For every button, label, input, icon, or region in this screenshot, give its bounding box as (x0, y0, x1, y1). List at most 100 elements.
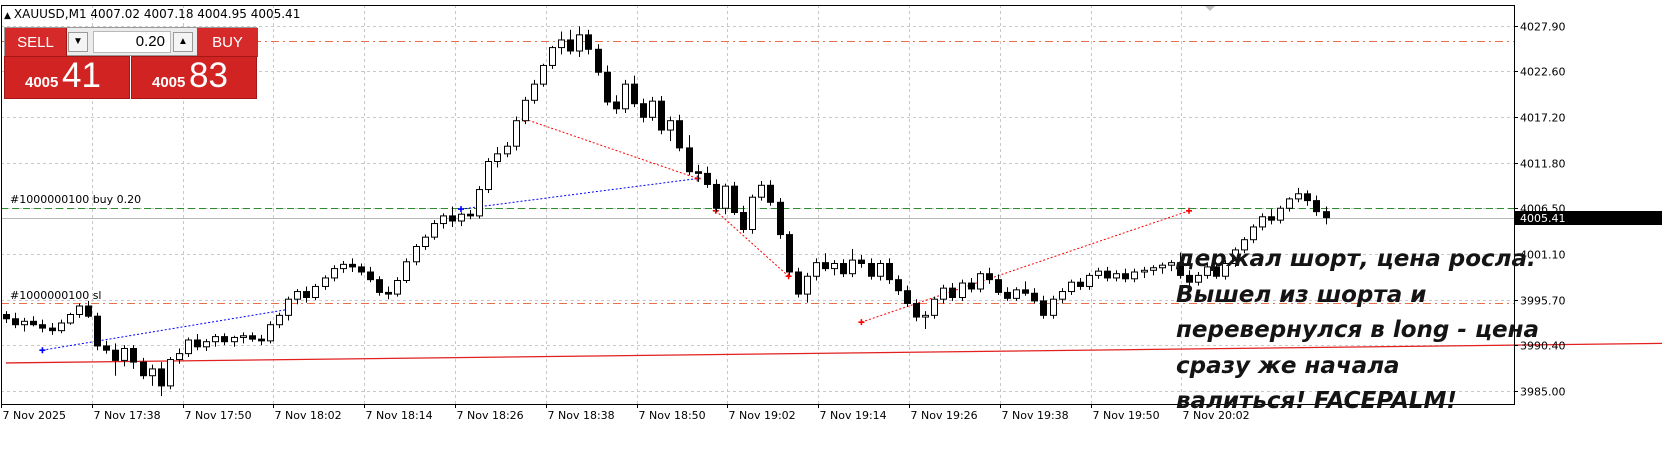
candle-bearish (385, 291, 392, 295)
buy-price-pips: 83 (189, 56, 228, 95)
volume-decrease-icon[interactable]: ▼ (68, 32, 88, 52)
candle-bearish (30, 320, 37, 326)
candle-bearish (822, 262, 829, 270)
current-price-label: 4005.41 (1520, 212, 1566, 225)
candle-bearish (1268, 216, 1275, 221)
candle-bullish (167, 359, 174, 387)
candle-bearish (604, 71, 611, 103)
candle-bearish (658, 100, 665, 131)
candle-bearish (367, 271, 374, 281)
candle-bullish (1131, 271, 1138, 280)
candle-bullish (322, 277, 329, 287)
candle-bullish (431, 223, 438, 238)
candle-bullish (977, 273, 984, 290)
candle-bearish (895, 279, 902, 292)
y-tick-label: 3995.70 (1520, 295, 1566, 308)
sell-price-prefix: 4005 (25, 74, 59, 91)
candle-bearish (886, 263, 893, 281)
x-tick-label: 7 Nov 18:02 (275, 409, 342, 422)
candle-bullish (212, 336, 219, 343)
candle-bullish (667, 120, 674, 131)
x-tick-label: 7 Nov 17:50 (185, 409, 252, 422)
annotation-line: держал шорт, цена росла. (1176, 246, 1536, 272)
candle-bearish (249, 335, 256, 340)
candle-bullish (203, 341, 210, 348)
candle-bullish (504, 145, 511, 155)
x-tick-label: 7 Nov 17:38 (94, 409, 161, 422)
candle-bearish (949, 287, 956, 298)
candle-bullish (831, 263, 838, 270)
candle-bullish (1204, 266, 1211, 276)
volume-increase-icon[interactable]: ▲ (173, 32, 193, 52)
candle-bearish (1022, 289, 1029, 294)
x-tick-label: 7 Nov 20:02 (1183, 409, 1250, 422)
sell-price-button[interactable]: 4005 41 (4, 56, 130, 99)
trade-marker-sell (785, 273, 792, 280)
candle-bullish (804, 275, 811, 295)
x-tick-label: 7 Nov 2025 (3, 409, 66, 422)
candle-bullish (622, 83, 629, 110)
candle-bullish (1295, 193, 1302, 200)
candle-bullish (294, 291, 301, 300)
candle-bullish (1259, 216, 1266, 228)
candle-bullish (476, 189, 483, 217)
candle-bearish (1104, 270, 1111, 279)
chart-menu-icon[interactable]: ▲ (4, 11, 11, 21)
trade-marker-sell (694, 175, 701, 182)
y-tick-label: 4022.60 (1520, 66, 1566, 79)
buy-button[interactable]: BUY (197, 28, 258, 57)
y-tick-label: 4001.10 (1520, 249, 1566, 262)
chart-shift-marker (1205, 6, 1215, 11)
candle-bullish (931, 298, 938, 316)
order-label-sl: #1000000100 sl (10, 289, 102, 302)
trade-panel-top-row: SELL ▼ 0.20 ▲ BUY (4, 27, 258, 57)
candle-bearish (1177, 262, 1184, 276)
candle-bullish (1059, 291, 1066, 300)
sell-price-pips: 41 (62, 56, 101, 95)
chart-frame (1, 5, 1515, 405)
candle-bullish (1241, 239, 1248, 251)
candle-bullish (440, 215, 447, 225)
candle-bullish (121, 348, 128, 361)
buy-price-prefix: 4005 (152, 74, 186, 91)
candle-bullish (531, 83, 538, 101)
candle-bullish (485, 161, 492, 191)
candle-bearish (613, 101, 620, 110)
candle-bearish (640, 103, 647, 118)
candle-bullish (522, 99, 529, 122)
x-tick-label: 7 Nov 19:38 (1002, 409, 1069, 422)
candle-bearish (858, 259, 865, 265)
candle-bullish (1050, 298, 1057, 316)
candle-bearish (713, 183, 720, 209)
trade-marker-sell (712, 207, 719, 214)
x-tick-label: 7 Nov 18:38 (548, 409, 615, 422)
annotation-text: держал шорт, цена росла. Вышел из шорта … (1176, 242, 1539, 420)
current-price-box (1515, 211, 1662, 225)
candle-bearish (1213, 266, 1220, 277)
candle-bullish (649, 100, 656, 118)
candle-bullish (576, 34, 583, 52)
candle-bearish (140, 361, 147, 377)
candle-bullish (1232, 249, 1239, 264)
sell-button[interactable]: SELL (5, 28, 67, 57)
candle-bullish (176, 353, 183, 361)
volume-input[interactable]: 0.20 (93, 31, 171, 53)
buy-price-button[interactable]: 4005 83 (131, 56, 257, 99)
x-tick-label: 7 Nov 19:02 (729, 409, 796, 422)
candle-bearish (158, 368, 165, 387)
candle-bullish (877, 263, 884, 277)
time-axis: 7 Nov 2025 7 Nov 17:38 7 Nov 17:50 7 Nov 18… (1, 404, 1250, 422)
y-tick-label: 4027.90 (1520, 21, 1566, 34)
candle-bearish (740, 212, 747, 230)
candle-bullish (67, 314, 74, 324)
candle-bearish (1323, 211, 1330, 219)
annotation-line: Вышел из шорта и (1176, 281, 1427, 308)
candle-bearish (1186, 274, 1193, 283)
candle-bullish (312, 285, 319, 299)
candle-bearish (1122, 273, 1129, 280)
candle-bullish (394, 280, 401, 295)
symbol-title-text: XAUUSD,M1 4007.02 4007.18 4004.95 4005.4… (13, 7, 301, 21)
candle-bearish (94, 315, 101, 347)
candle-bearish (103, 345, 110, 351)
